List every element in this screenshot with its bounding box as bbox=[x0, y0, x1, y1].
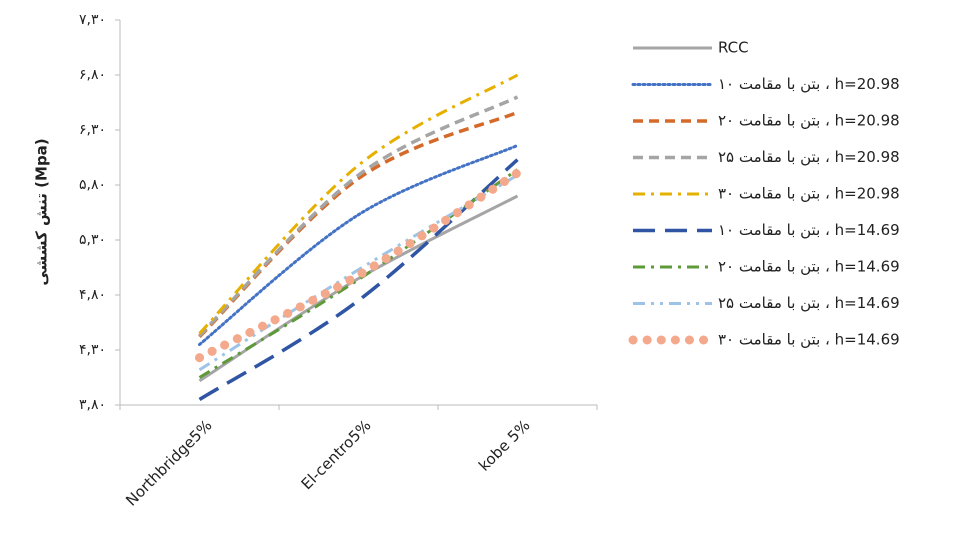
y-tick-label: ۳,۸۰ bbox=[79, 397, 106, 413]
series-line bbox=[198, 95, 519, 337]
y-axis-label: تنش کششی (Mpa) bbox=[33, 138, 51, 285]
legend-label: بتن با مقامت ۲۰ ، h=20.98 bbox=[718, 112, 900, 130]
x-tick-label: kobe 5% bbox=[475, 416, 533, 474]
y-tick-label: ۶,۳۰ bbox=[79, 122, 106, 138]
series-line bbox=[198, 194, 519, 383]
series-line bbox=[195, 168, 522, 363]
legend-label: بتن با مقامت ۳۰ ، h=14.69 bbox=[718, 331, 900, 349]
y-tick-label: ۴,۸۰ bbox=[79, 287, 106, 303]
series-line bbox=[198, 143, 519, 346]
legend-label: بتن با مقامت ۲۵ ، h=20.98 bbox=[718, 148, 900, 166]
legend-label: بتن با مقامت ۱۰ ، h=14.69 bbox=[718, 221, 900, 239]
series-line bbox=[198, 158, 519, 401]
x-tick-label: Northbridge5% bbox=[122, 416, 215, 509]
legend-label: بتن با مقامت ۳۰ ، h=20.98 bbox=[718, 185, 900, 203]
y-tick-label: ۴,۳۰ bbox=[79, 342, 106, 358]
legend-label: بتن با مقامت ۲۰ ، h=14.69 bbox=[718, 258, 900, 276]
legend-label: بتن با مقامت ۲۵ ، h=14.69 bbox=[718, 294, 900, 312]
x-tick-label: El-centro5% bbox=[298, 416, 375, 493]
legend-label: بتن با مقامت ۱۰ ، h=20.98 bbox=[718, 75, 900, 93]
y-tick-label: ۵,۳۰ bbox=[79, 232, 106, 248]
y-tick-label: ۶,۸۰ bbox=[79, 67, 106, 83]
y-tick-label: ۷,۳۰ bbox=[79, 12, 106, 28]
y-tick-label: ۵,۸۰ bbox=[79, 177, 106, 193]
legend-label: RCC bbox=[718, 39, 749, 57]
